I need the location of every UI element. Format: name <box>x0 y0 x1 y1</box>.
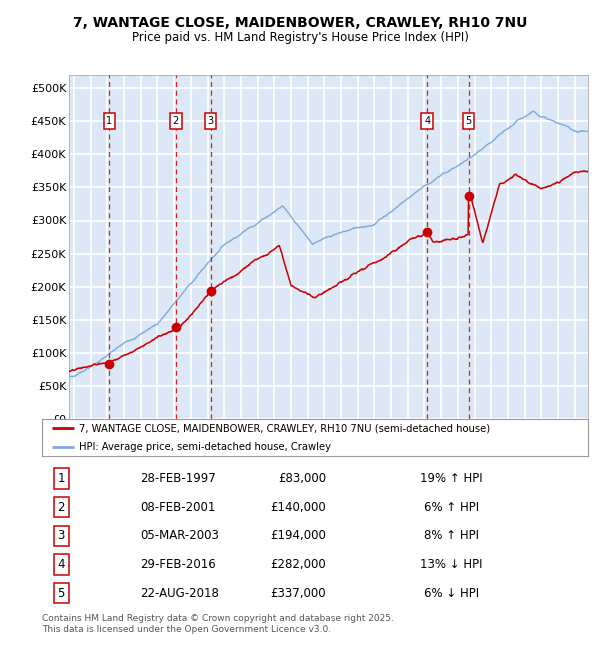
Text: 05-MAR-2003: 05-MAR-2003 <box>140 529 219 542</box>
Text: 13% ↓ HPI: 13% ↓ HPI <box>420 558 483 571</box>
Text: £194,000: £194,000 <box>270 529 326 542</box>
Text: HPI: Average price, semi-detached house, Crawley: HPI: Average price, semi-detached house,… <box>79 442 331 452</box>
Text: £83,000: £83,000 <box>278 472 326 485</box>
Text: 4: 4 <box>58 558 65 571</box>
Text: 4: 4 <box>424 116 430 126</box>
Text: 22-AUG-2018: 22-AUG-2018 <box>140 586 219 599</box>
Text: 3: 3 <box>208 116 214 126</box>
Text: 5: 5 <box>466 116 472 126</box>
Text: 3: 3 <box>58 529 65 542</box>
Text: 1: 1 <box>58 472 65 485</box>
Text: 08-FEB-2001: 08-FEB-2001 <box>140 500 215 514</box>
Text: 29-FEB-2016: 29-FEB-2016 <box>140 558 216 571</box>
Text: 7, WANTAGE CLOSE, MAIDENBOWER, CRAWLEY, RH10 7NU (semi-detached house): 7, WANTAGE CLOSE, MAIDENBOWER, CRAWLEY, … <box>79 423 490 433</box>
Text: 8% ↑ HPI: 8% ↑ HPI <box>424 529 479 542</box>
Text: 2: 2 <box>173 116 179 126</box>
Text: 2: 2 <box>58 500 65 514</box>
Text: 1: 1 <box>106 116 112 126</box>
Text: £337,000: £337,000 <box>270 586 326 599</box>
Text: 5: 5 <box>58 586 65 599</box>
Text: £282,000: £282,000 <box>270 558 326 571</box>
Text: 28-FEB-1997: 28-FEB-1997 <box>140 472 216 485</box>
Text: 6% ↑ HPI: 6% ↑ HPI <box>424 500 479 514</box>
Text: 7, WANTAGE CLOSE, MAIDENBOWER, CRAWLEY, RH10 7NU: 7, WANTAGE CLOSE, MAIDENBOWER, CRAWLEY, … <box>73 16 527 31</box>
Text: £140,000: £140,000 <box>270 500 326 514</box>
Text: 19% ↑ HPI: 19% ↑ HPI <box>420 472 483 485</box>
Text: Price paid vs. HM Land Registry's House Price Index (HPI): Price paid vs. HM Land Registry's House … <box>131 31 469 44</box>
Text: Contains HM Land Registry data © Crown copyright and database right 2025.
This d: Contains HM Land Registry data © Crown c… <box>42 614 394 634</box>
Text: 6% ↓ HPI: 6% ↓ HPI <box>424 586 479 599</box>
